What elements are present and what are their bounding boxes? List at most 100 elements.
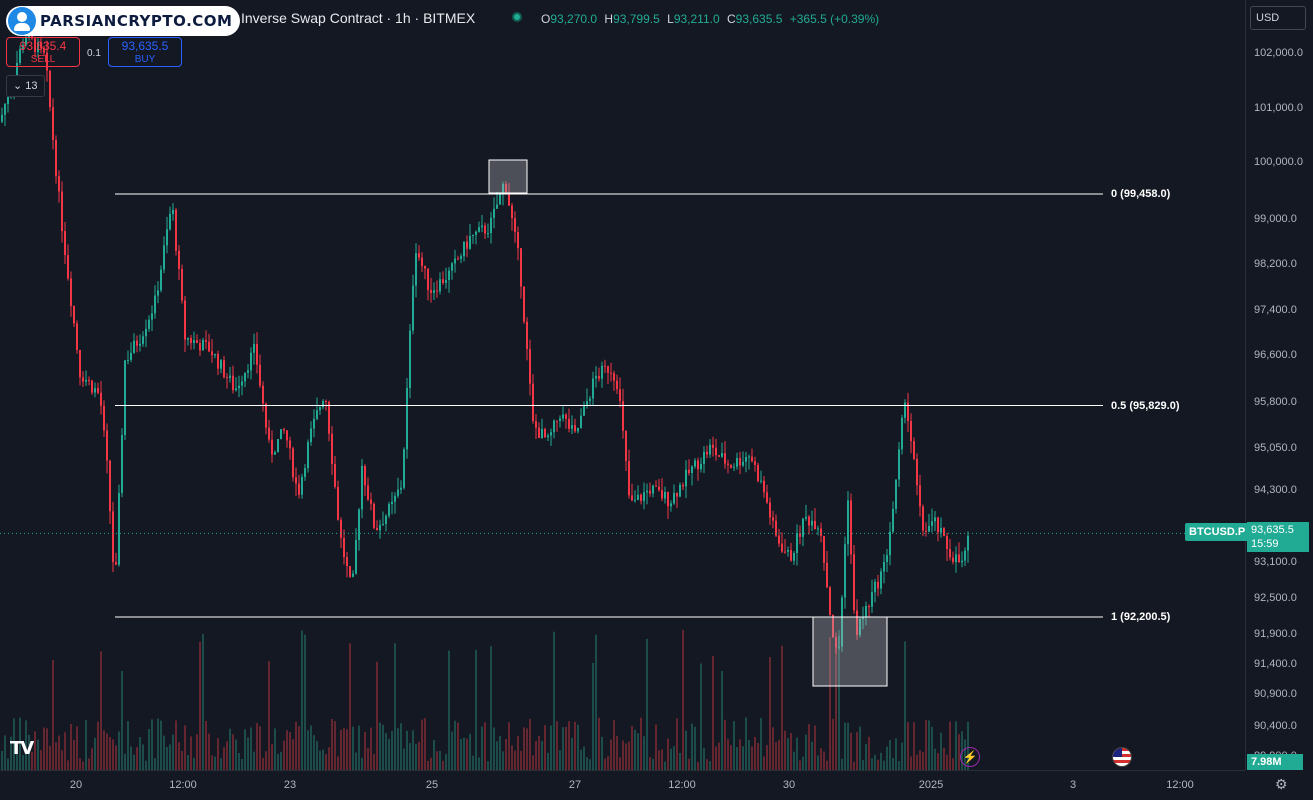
candle-body	[316, 410, 318, 419]
volume-bar	[568, 721, 570, 770]
volume-bar	[544, 725, 546, 770]
candle-body	[892, 508, 894, 532]
volume-bar	[271, 744, 273, 770]
volume-bar	[661, 749, 663, 770]
candle-body	[613, 373, 615, 381]
volume-bar	[607, 756, 609, 770]
candle-body	[649, 490, 651, 494]
candle-body	[283, 429, 285, 431]
volume-bar	[871, 758, 873, 770]
candle-body	[148, 319, 150, 329]
candle-body	[367, 485, 369, 500]
volume-bar	[613, 720, 615, 770]
candle-body	[46, 52, 48, 71]
volume-bar	[595, 634, 597, 770]
volume-bar	[433, 740, 435, 770]
sell-button[interactable]: 93,635.4 SELL	[6, 37, 80, 67]
candle-body	[919, 485, 921, 507]
candle-body	[79, 349, 81, 378]
volume-bar	[571, 737, 573, 770]
volume-bar	[598, 717, 600, 770]
ohlc-open-value: 93,270.0	[550, 12, 598, 26]
chart-canvas[interactable]	[0, 0, 1245, 770]
buy-button[interactable]: 93,635.5 BUY	[108, 37, 182, 67]
candle-body	[436, 290, 438, 292]
candle-body	[673, 493, 675, 504]
currency-value: USD	[1256, 12, 1280, 24]
candle-body	[478, 227, 480, 232]
symbol-title[interactable]: Inverse Swap Contract · 1h · BITMEX	[241, 10, 476, 26]
highlight-box-bottom	[812, 616, 888, 687]
price-axis[interactable]: 102,000.0 101,000.0 100,000.0 99,000.0 98,20…	[1245, 0, 1313, 770]
flash-icon[interactable]: ⚡	[960, 747, 980, 767]
candle-body	[535, 421, 537, 428]
candle-body	[106, 430, 108, 461]
volume-bar	[103, 730, 105, 770]
candle-body	[409, 330, 411, 388]
volume-bar	[616, 736, 618, 770]
price-tick-label: 92,500.0	[1254, 592, 1297, 604]
volume-bar	[772, 727, 774, 770]
candle-body	[25, 37, 27, 46]
candle-body	[1, 114, 3, 122]
volume-tag: 7.98M	[1247, 754, 1303, 770]
chevron-down-icon: ⌄	[13, 80, 23, 92]
volume-bar	[427, 760, 429, 770]
market-status-icon[interactable]	[512, 12, 522, 22]
chart-header: PARSIANCRYPTO.COM Inverse Swap Contract …	[0, 0, 1245, 36]
volume-bar	[667, 738, 669, 770]
volume-bar	[373, 753, 375, 770]
volume-bar	[139, 737, 141, 770]
volume-bar	[499, 736, 501, 770]
candle-body	[307, 442, 309, 469]
candle-body	[406, 387, 408, 450]
volume-bar	[781, 645, 783, 770]
indicators-count: 13	[25, 80, 38, 92]
candle-body	[466, 241, 468, 249]
candle-body	[340, 519, 342, 538]
volume-bar	[442, 760, 444, 770]
candle-body	[157, 290, 159, 296]
volume-bar	[691, 723, 693, 770]
volume-bar	[934, 748, 936, 770]
volume-bar	[439, 750, 441, 770]
indicators-toggle[interactable]: ⌄ 13	[6, 75, 45, 97]
tradingview-logo-icon[interactable]: 𝗧𝗩	[10, 738, 34, 759]
candle-body	[754, 461, 756, 465]
volume-bar	[34, 731, 36, 770]
price-tick-label: 91,900.0	[1254, 628, 1297, 640]
candle-body	[499, 193, 501, 205]
volume-bar	[166, 746, 168, 770]
volume-bar	[451, 731, 453, 770]
candle-body	[475, 231, 477, 235]
candle-body	[931, 521, 933, 526]
candle-body	[451, 263, 453, 271]
candle-body	[505, 184, 507, 193]
volume-bar	[343, 728, 345, 770]
volume-bar	[349, 643, 351, 770]
volume-bar	[883, 760, 885, 770]
candle-body	[514, 218, 516, 232]
candle-body	[595, 375, 597, 379]
volume-bar	[856, 732, 858, 770]
candle-body	[403, 449, 405, 488]
volume-bar	[487, 761, 489, 770]
candle-body	[127, 359, 129, 361]
time-axis[interactable]: 20 12:00 23 25 27 12:00 30 2025 3 12:00	[0, 770, 1245, 800]
candle-body	[397, 489, 399, 496]
volume-bar	[184, 725, 186, 770]
candle-body	[7, 96, 9, 105]
ohlc-high-key: H	[604, 12, 614, 26]
volume-bar	[646, 638, 648, 770]
time-tick-label: 12:00	[668, 779, 696, 791]
price-chart[interactable]	[0, 0, 1245, 770]
candle-body	[955, 554, 957, 563]
volume-bar	[397, 728, 399, 770]
volume-bar	[877, 759, 879, 770]
volume-bar	[109, 737, 111, 770]
candle-body	[421, 257, 423, 266]
us-flag-icon[interactable]	[1112, 747, 1132, 767]
currency-select[interactable]: USD	[1250, 6, 1306, 30]
volume-bar	[478, 757, 480, 770]
gear-icon[interactable]: ⚙	[1275, 776, 1288, 792]
